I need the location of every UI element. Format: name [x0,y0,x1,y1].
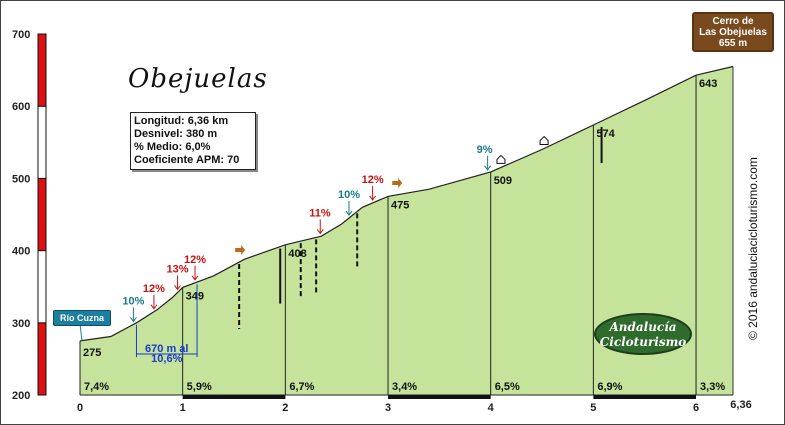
x-tick-label: 4 [488,402,495,414]
ramp-grade-label: 12% [184,254,206,266]
x-tick-label: 5 [590,402,596,414]
segment-grade-label: 5,9% [187,381,212,393]
chart-title: Obejuelas [128,64,268,94]
profile-area [80,66,733,395]
direction-arrow-icon [392,178,403,189]
x-tick-label: 6 [693,402,699,414]
elevation-scale-band [37,322,47,396]
km-band [182,395,286,399]
ramp-grade-label: 13% [167,263,189,275]
bracket-text-distance: 670 m al [145,343,188,355]
elevation-scale-band [37,250,47,324]
credit-text: © 2016 andaluciacicloturismo.com [746,157,760,340]
km-altitude-label: 509 [494,175,512,187]
summit-line-1: Cerro de [712,16,754,27]
house-icon [539,135,549,146]
ramp-grade-label: 10% [338,189,360,201]
km-altitude-label: 349 [186,290,204,302]
brand-logo: Andalucía Cicloturismo [594,313,692,355]
km-altitude-label: 408 [288,248,306,260]
ramp-arrow-head [345,210,353,216]
segment-grade-label: 3,4% [392,381,417,393]
ramp-grade-label: 11% [309,207,331,219]
ramp-grade-label: 12% [362,174,384,186]
profile-line [79,65,734,342]
bracket-text-grade: 10,6% [151,353,182,365]
ramp-arrow-head [129,317,137,323]
km-altitude-label: 275 [83,347,101,359]
segment-grade-label: 6,5% [495,381,520,393]
segment-grade-label: 3,3% [700,381,725,393]
x-tick-label: 3 [385,402,391,414]
stat-coefficient: Coeficiente APM: 70 [134,154,240,166]
stat-avg-grade: % Medio: 6,0% [134,141,211,153]
y-tick-label: 700 [12,29,30,41]
x-tick-label: 1 [180,402,186,414]
y-tick-label: 600 [12,101,30,113]
segment-grade-label: 7,4% [84,381,109,393]
ramp-grade-label: 12% [143,283,165,295]
start-tag-pointer [79,323,83,341]
y-tick-label: 400 [12,246,30,258]
stats-box: Longitud: 6,36 km Desnivel: 380 m % Medi… [130,112,256,170]
km-altitude-label: 475 [391,199,409,211]
ramp-grade-label: 9% [477,144,493,156]
ramp-arrow-head [316,229,324,235]
summit-label: Cerro de Las Obejuelas 655 m [692,12,774,52]
house-icon [496,154,506,164]
segment-grade-label: 6,9% [597,381,622,393]
logo-line-1: Andalucía [609,320,677,334]
x-tick-label: 2 [282,402,288,414]
ramp-grade-label: 10% [122,295,144,307]
km-altitude-label: 643 [699,78,717,90]
summit-line-2: Las Obejuelas [699,27,767,38]
km-band [388,395,491,399]
elevation-scale-band [37,177,47,252]
ramp-arrow-head [369,195,377,201]
start-location-tag: Río Cuzna [53,310,111,326]
segment-grade-label: 6,7% [289,381,314,393]
ramp-arrow-head [150,304,158,310]
y-tick-label: 200 [12,390,30,402]
ramp-arrow-head [191,275,199,281]
x-tick-label: 0 [77,402,83,414]
y-tick-label: 500 [12,173,30,185]
y-tick-label: 300 [12,318,30,330]
ramp-arrow-head [484,165,492,171]
elevation-scale-band [37,105,47,179]
elevation-scale-band [37,33,47,107]
summit-line-3: 655 m [718,38,748,49]
logo-line-2: Cicloturismo [599,335,687,349]
x-end-label: 6,36 [730,399,751,411]
stat-length: Longitud: 6,36 km [134,115,229,127]
stat-climb: Desnivel: 380 m [134,128,218,140]
km-band [593,395,697,399]
km-altitude-label: 574 [596,128,615,140]
ramp-arrow-head [174,285,181,291]
direction-arrow-icon [235,245,246,256]
